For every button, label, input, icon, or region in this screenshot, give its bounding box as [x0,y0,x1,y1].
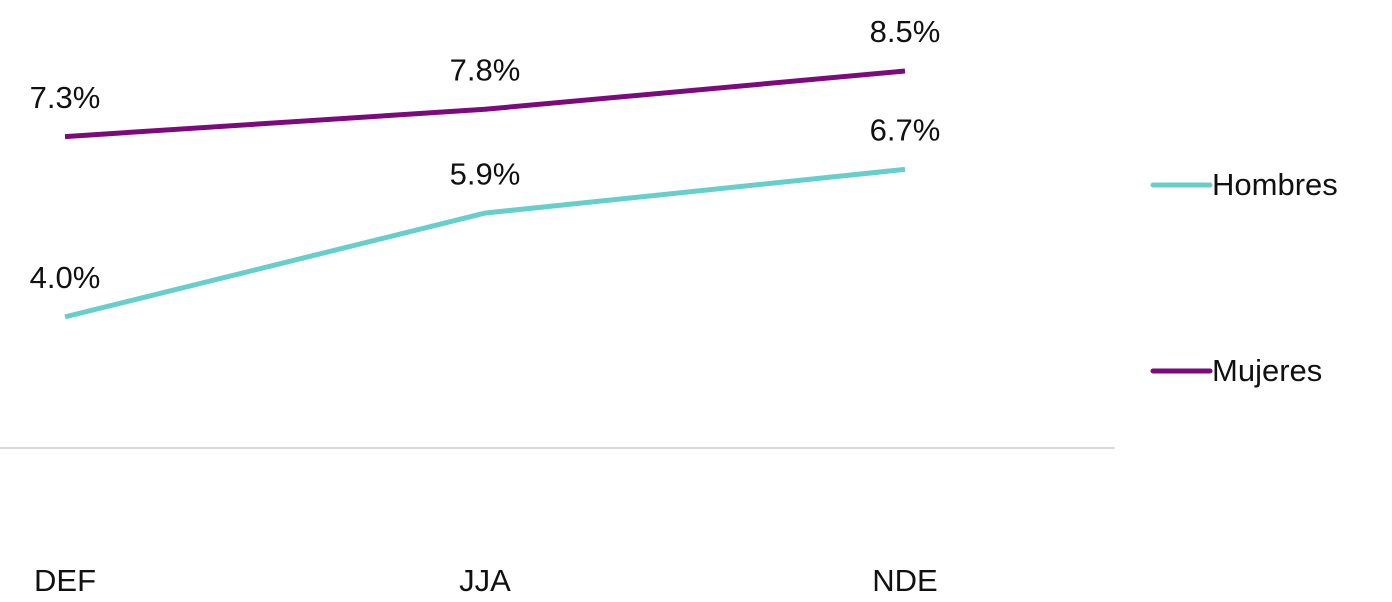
line [64,68,906,140]
data-label: 4.0% [30,260,101,295]
data-label: 6.7% [870,113,941,148]
data-label: 7.3% [30,80,101,115]
data-label: 8.5% [870,14,941,49]
x-tick-label: JJA [459,563,511,598]
x-tick-label: DEF [34,563,96,598]
legend-label: Hombres [1212,167,1338,202]
data-label: 7.8% [450,52,521,87]
legend-label: Mujeres [1212,353,1322,388]
line [64,166,906,320]
data-label: 5.9% [450,156,521,191]
x-tick-label: NDE [872,563,937,598]
